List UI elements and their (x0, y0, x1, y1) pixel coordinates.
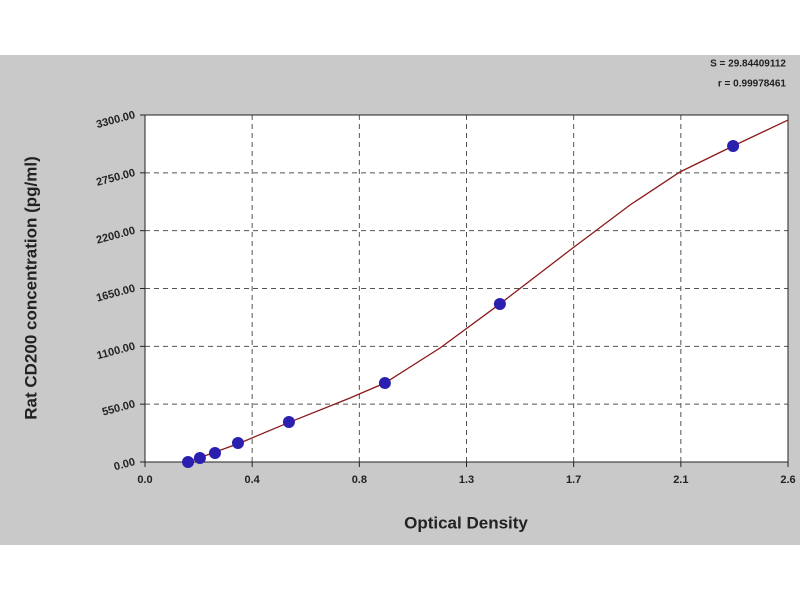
x-tick-label: 2.1 (673, 474, 688, 486)
data-point (208, 446, 221, 459)
annotation: r = 0.99978461 (718, 79, 787, 90)
plot-frame (144, 114, 789, 463)
x-axis-title: Optical Density (404, 513, 528, 532)
data-point (231, 436, 244, 449)
y-tick-label: 0.00 (113, 456, 137, 473)
x-tick-label: 0.8 (352, 474, 367, 486)
y-axis-title: Rat CD200 concentration (pg/ml) (21, 156, 40, 420)
annotation: S = 29.84409112 (710, 59, 786, 70)
fit-curve (187, 119, 789, 463)
data-point (493, 297, 506, 310)
data-point (193, 452, 206, 465)
data-point (182, 456, 195, 468)
data-point (378, 377, 391, 390)
data-point (727, 140, 740, 153)
x-tick-label: 2.6 (780, 474, 795, 486)
data-point (282, 416, 295, 429)
x-tick-label: 1.7 (566, 474, 581, 486)
x-tick-label: 1.3 (459, 474, 474, 486)
x-tick-label: 0.0 (137, 474, 152, 486)
x-tick-label: 0.4 (245, 474, 261, 486)
